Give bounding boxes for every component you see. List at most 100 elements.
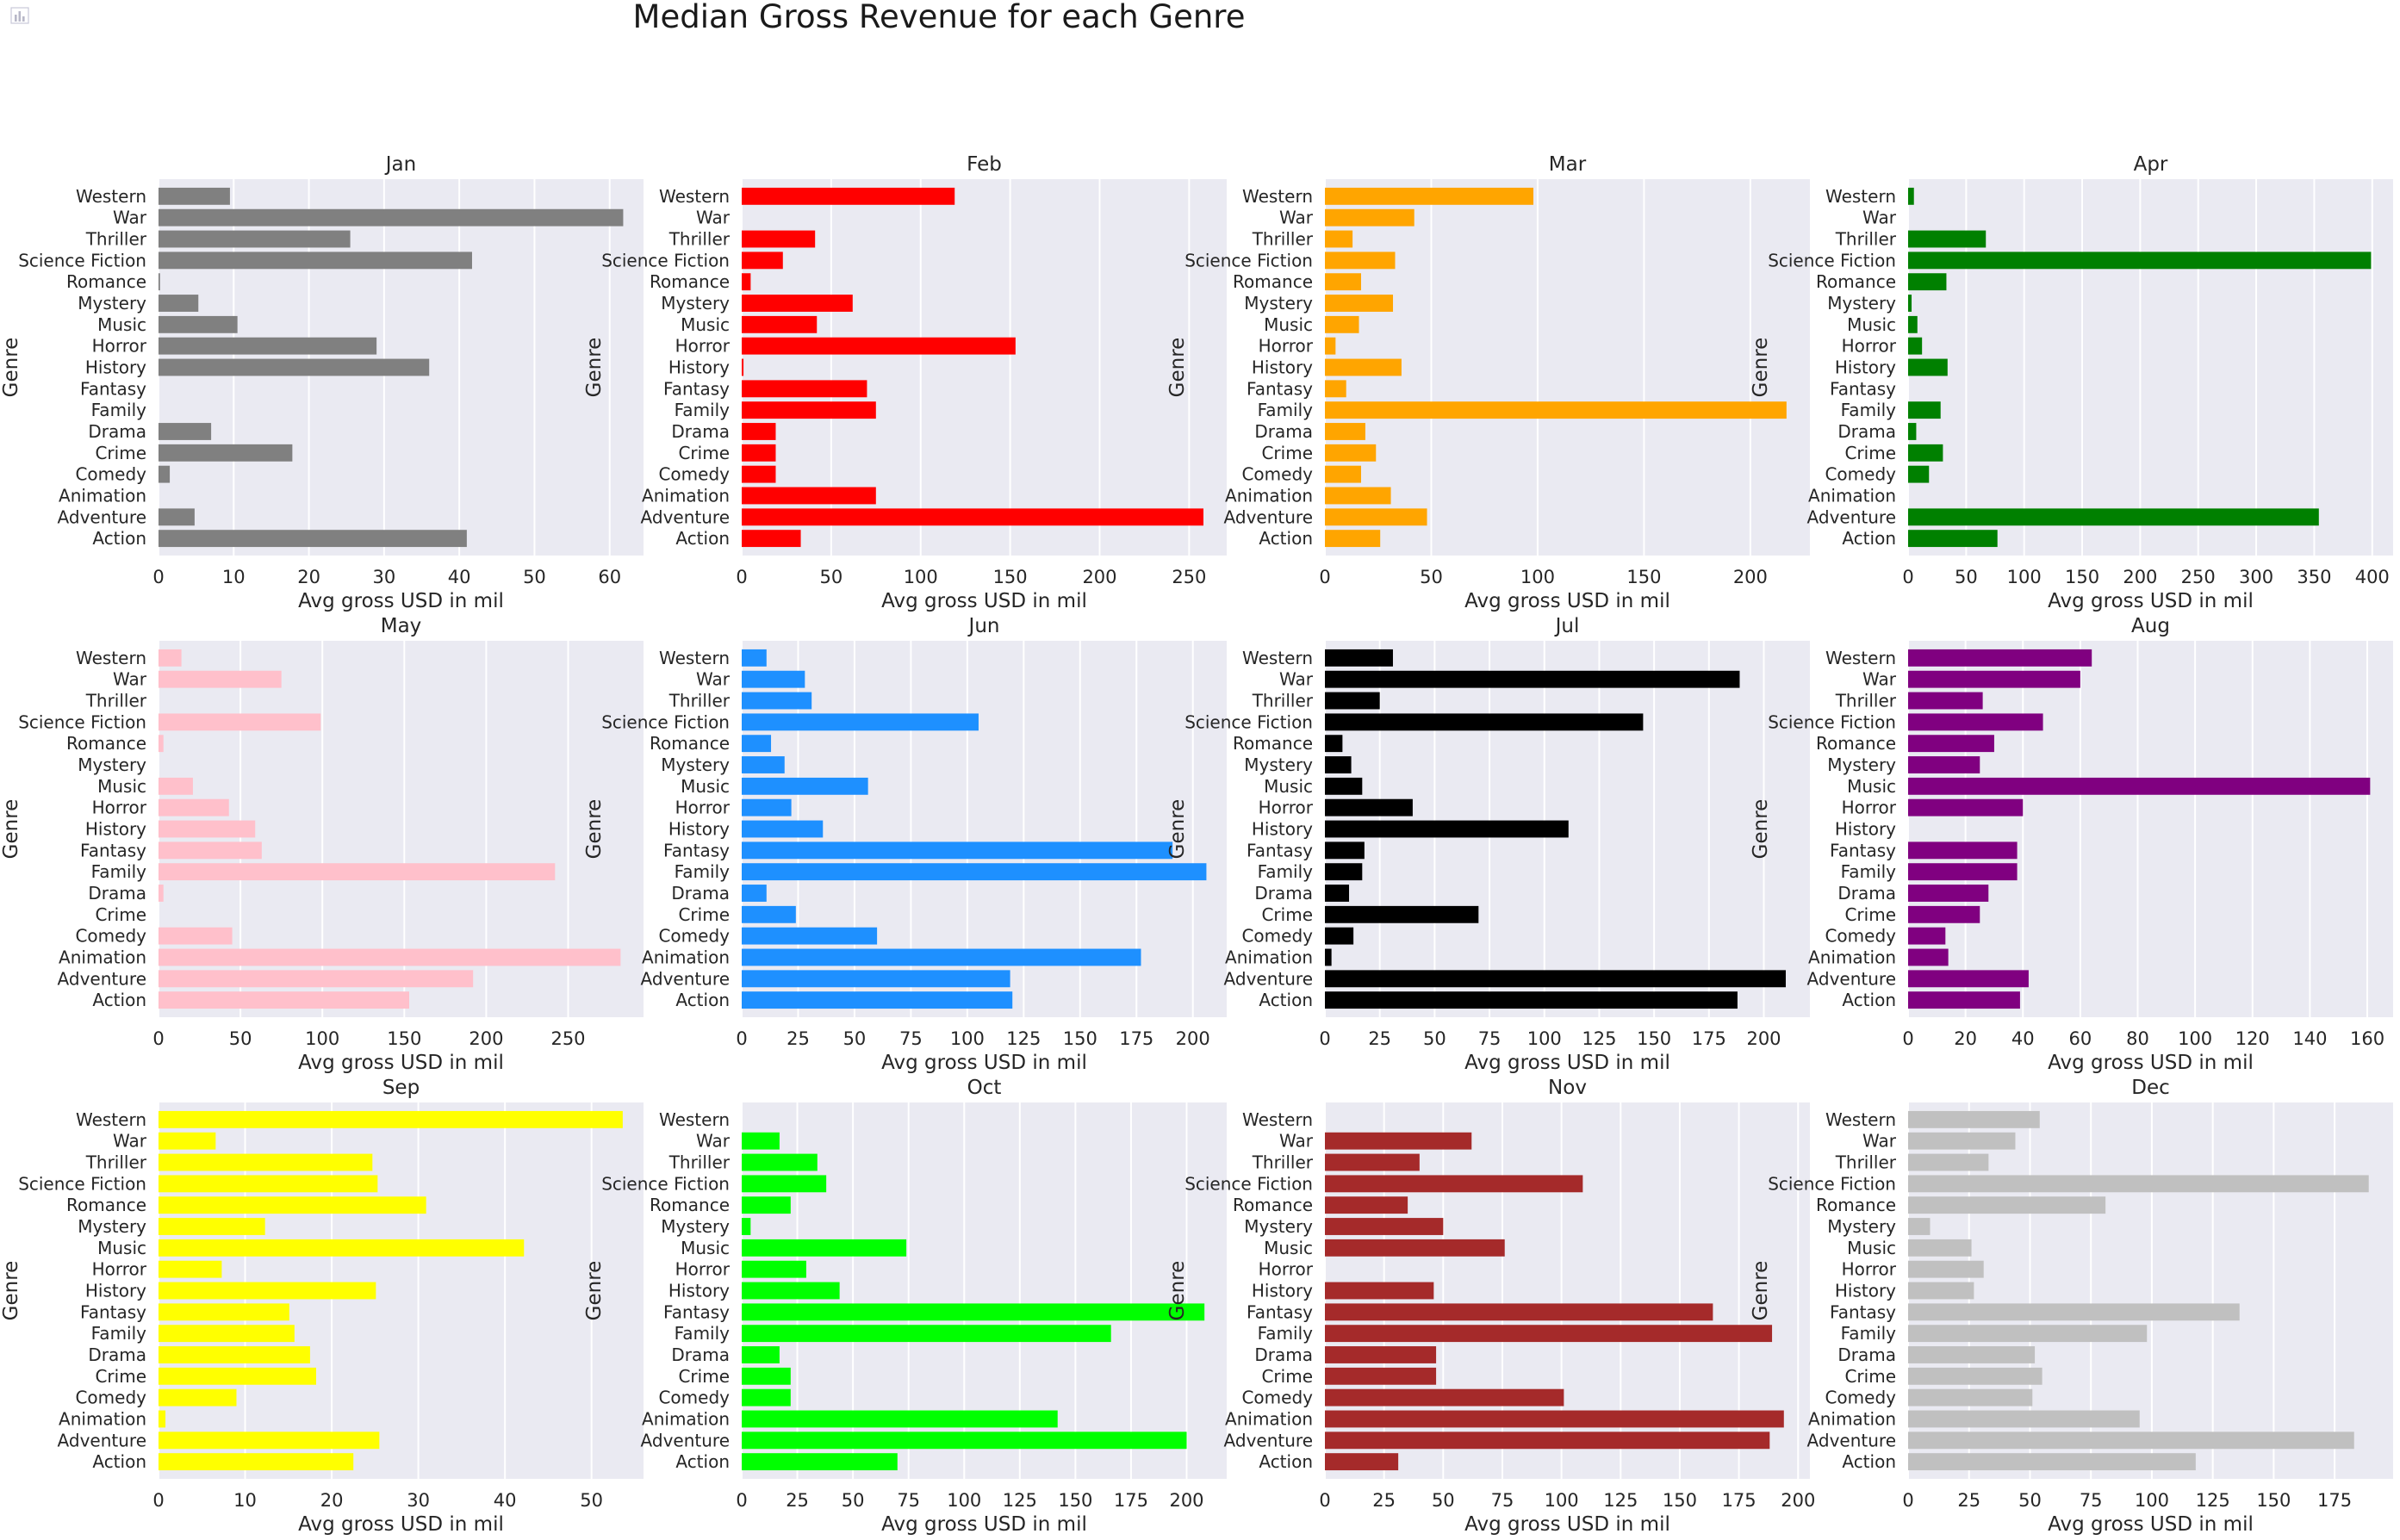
x-tick-label: 250 (1172, 567, 1206, 587)
y-tick-label: Comedy (1241, 464, 1313, 485)
y-tick-label: Mystery (661, 1216, 730, 1237)
bar-adventure (1325, 970, 1786, 988)
y-tick-label: History (1252, 1281, 1313, 1301)
x-tick-label: 50 (580, 1490, 603, 1511)
y-tick-label: Action (92, 528, 146, 549)
bar-animation (159, 948, 621, 966)
y-tick-label: Animation (59, 485, 146, 506)
x-axis-label: Avg gross USD in mil (1464, 1513, 1670, 1536)
y-tick-label: Romance (1233, 271, 1313, 292)
x-tick-label: 100 (1520, 567, 1555, 587)
x-tick-label: 200 (1082, 567, 1116, 587)
plot-background (1908, 179, 2393, 556)
bar-family (159, 863, 556, 881)
y-tick-label: Drama (1837, 1344, 1896, 1365)
x-tick-label: 100 (1545, 1490, 1579, 1511)
y-tick-label: Fantasy (80, 1301, 146, 1322)
bar-history (1908, 1282, 1974, 1300)
panel-jun: 0 25 50 75 100 125 150 175 200 ActionAdventureAni… (583, 615, 1227, 1074)
bar-science-fiction (159, 1175, 378, 1193)
y-axis-label: Genre (1750, 338, 1772, 398)
bar-crime (742, 444, 776, 462)
x-tick-label: 25 (786, 1490, 809, 1511)
bar-family (1908, 401, 1941, 419)
y-tick-label: Animation (59, 947, 146, 967)
y-tick-label: Western (659, 186, 730, 207)
bar-action (1908, 1453, 2196, 1471)
x-tick-label: 75 (1478, 1028, 1502, 1049)
subplot-title: Jan (384, 153, 416, 176)
x-tick-label: 50 (820, 567, 843, 587)
bar-animation (1325, 1410, 1784, 1428)
x-tick-label: 150 (387, 1028, 421, 1049)
x-tick-label: 150 (1058, 1490, 1092, 1511)
bar-action (1325, 991, 1738, 1009)
bar-action (1908, 530, 1998, 548)
x-tick-label: 175 (1119, 1028, 1153, 1049)
bar-mystery (1908, 1218, 1931, 1235)
bar-history (159, 820, 256, 838)
bar-war (1325, 208, 1415, 227)
bar-fantasy (1325, 380, 1346, 398)
y-tick-label: Crime (95, 904, 146, 925)
bar-war (1325, 1132, 1472, 1150)
y-tick-label: Science Fiction (1184, 711, 1313, 732)
y-tick-label: Western (1825, 1109, 1896, 1130)
y-tick-label: Thriller (1835, 1152, 1897, 1173)
bar-animation (742, 487, 876, 505)
y-tick-label: Music (681, 1238, 730, 1258)
y-tick-label: Mystery (1827, 293, 1896, 314)
subplot-title: May (381, 615, 422, 637)
x-tick-label: 75 (899, 1028, 923, 1049)
bar-thriller (742, 1153, 818, 1171)
y-tick-label: Mystery (78, 754, 146, 775)
bar-adventure (1325, 1431, 1770, 1450)
x-tick-label: 175 (1722, 1490, 1756, 1511)
plot-background (1908, 641, 2393, 1017)
y-tick-label: Action (1842, 1451, 1896, 1472)
bar-comedy (159, 1388, 237, 1406)
y-tick-label: Comedy (1241, 1388, 1313, 1408)
bar-western (742, 187, 955, 205)
x-tick-label: 175 (2317, 1490, 2352, 1511)
bar-crime (159, 444, 293, 462)
bar-music (1325, 777, 1363, 795)
y-tick-label: Music (681, 314, 730, 335)
bar-horror (1908, 1260, 1984, 1278)
bar-animation (159, 1410, 166, 1428)
y-tick-label: Romance (650, 733, 730, 754)
subplot-title: Dec (2131, 1077, 2170, 1099)
y-tick-label: Action (675, 1451, 730, 1472)
bar-mystery (1325, 756, 1352, 773)
bar-war (1908, 1132, 2016, 1150)
y-tick-label: Crime (1261, 443, 1313, 463)
bar-crime (1325, 905, 1479, 923)
bar-comedy (1325, 1388, 1564, 1406)
y-tick-label: Animation (642, 947, 730, 967)
y-tick-label: Animation (1808, 1408, 1896, 1429)
y-tick-label: Music (1847, 1238, 1896, 1258)
y-tick-label: Western (1242, 186, 1313, 207)
y-tick-label: Action (1842, 528, 1896, 549)
x-tick-label: 50 (1955, 567, 1978, 587)
bar-history (1325, 358, 1402, 376)
y-tick-label: Music (1847, 776, 1896, 797)
bar-science-fiction (742, 713, 979, 731)
bar-family (1325, 1325, 1773, 1343)
x-tick-label: 100 (2178, 1028, 2212, 1049)
bar-history (1908, 358, 1948, 376)
y-tick-label: Science Fiction (1768, 250, 1896, 270)
y-tick-label: Animation (1225, 485, 1313, 506)
bar-war (742, 1132, 780, 1150)
y-axis-label: Genre (583, 799, 606, 860)
y-tick-label: Mystery (1244, 293, 1313, 314)
bar-romance (1908, 273, 1947, 291)
y-tick-label: Crime (1844, 443, 1896, 463)
bar-drama (1908, 423, 1917, 440)
panel-mar: 0 50 100 150 200 ActionAdventureAnimationCome… (1166, 153, 1810, 612)
bar-science-fiction (159, 713, 321, 731)
bar-adventure (1908, 1431, 2354, 1450)
x-tick-label: 150 (993, 567, 1028, 587)
y-tick-label: Horror (92, 1259, 147, 1280)
x-tick-label: 160 (2350, 1028, 2384, 1049)
